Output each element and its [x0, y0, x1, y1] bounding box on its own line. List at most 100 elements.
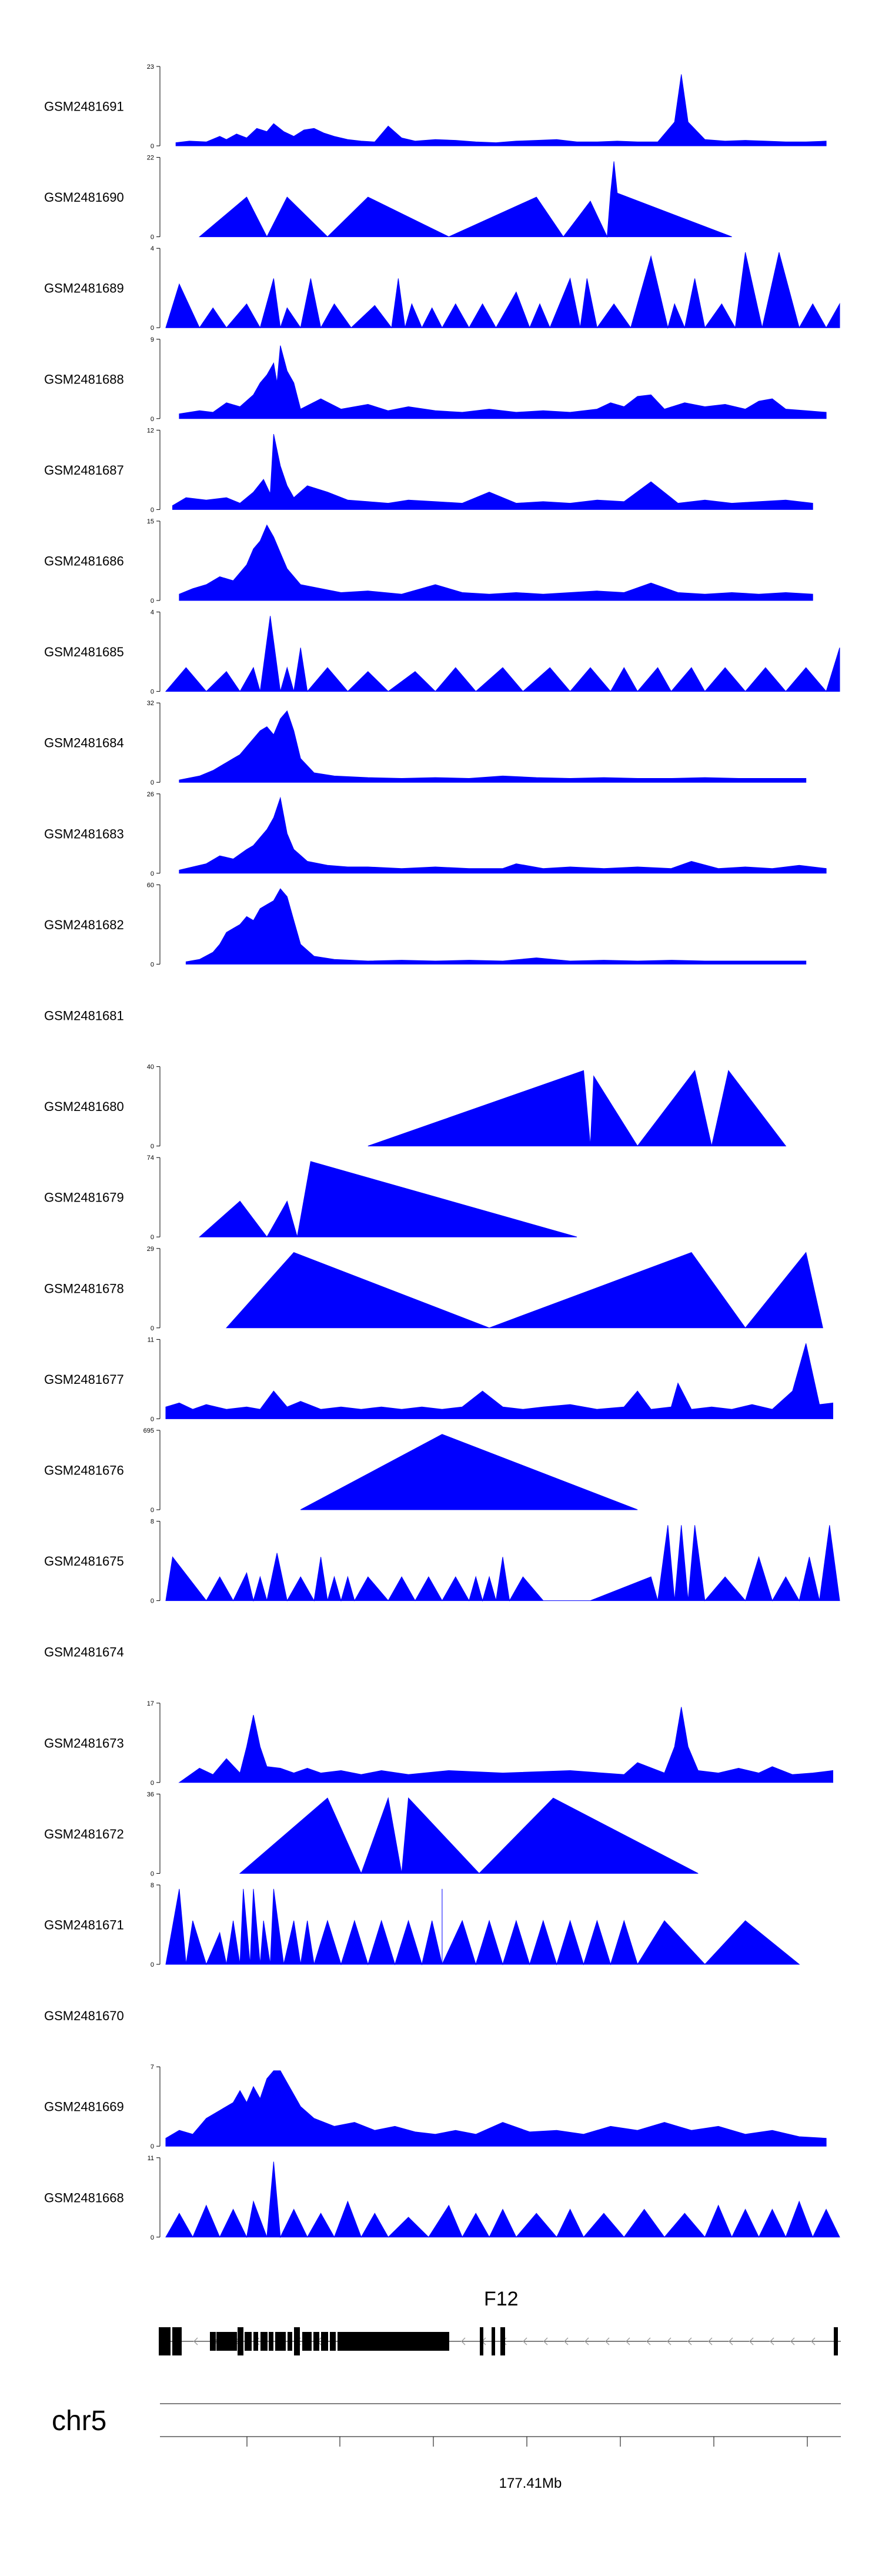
coverage-area	[165, 2161, 840, 2238]
y-tick-label-max: 15	[147, 518, 154, 525]
exon	[253, 2332, 258, 2351]
y-tick-label-min: 0	[151, 961, 154, 968]
chevron-left-icon	[523, 2337, 527, 2345]
exon	[245, 2332, 252, 2351]
y-tick-label-min: 0	[151, 234, 154, 241]
exon	[260, 2332, 268, 2351]
track-label: GSM2481678	[44, 1281, 124, 1296]
track-GSM2481683: GSM2481683 26 0	[44, 791, 827, 877]
exon	[275, 2332, 286, 2351]
coverage-area	[172, 433, 813, 510]
y-tick-label-max: 4	[151, 609, 154, 616]
coverage-area	[179, 345, 827, 419]
track-label: GSM2481681	[44, 1009, 124, 1023]
track-GSM2481688: GSM2481688 9 0	[44, 336, 827, 423]
track-label: GSM2481677	[44, 1372, 124, 1387]
y-tick-label-max: 8	[151, 1882, 154, 1889]
coverage-area	[179, 796, 827, 874]
y-tick-label-min: 0	[151, 1870, 154, 1877]
chevron-left-icon	[193, 2337, 198, 2345]
exon	[500, 2327, 505, 2355]
track-GSM2481680: GSM2481680 40 0	[44, 1064, 787, 1150]
chevron-left-icon	[790, 2337, 795, 2345]
y-tick-label-min: 0	[151, 1961, 154, 1968]
track-label: GSM2481679	[44, 1190, 124, 1205]
y-tick-label-max: 11	[148, 1336, 154, 1343]
track-GSM2481689: GSM2481689 4 0	[44, 245, 840, 332]
y-tick-label-min: 0	[151, 1325, 154, 1332]
coverage-area	[179, 524, 813, 601]
track-GSM2481686: GSM2481686 15 0	[44, 518, 813, 605]
track-GSM2481676: GSM2481676 695 0	[44, 1427, 638, 1514]
exon	[159, 2327, 171, 2355]
track-GSM2481672: GSM2481672 36 0	[44, 1791, 699, 1877]
y-tick-label-max: 32	[147, 700, 154, 707]
y-tick-label-min: 0	[151, 2143, 154, 2150]
exon	[294, 2327, 300, 2355]
track-label: GSM2481672	[44, 1827, 124, 1841]
exon	[313, 2332, 319, 2351]
track-label: GSM2481675	[44, 1554, 124, 1569]
chevron-left-icon	[749, 2337, 754, 2345]
coverage-area	[165, 252, 840, 329]
exon	[210, 2332, 216, 2351]
chevron-left-icon	[667, 2337, 671, 2345]
chevron-left-icon	[626, 2337, 630, 2345]
y-tick-label-max: 7	[151, 2064, 154, 2071]
y-tick-label-min: 0	[151, 2234, 154, 2241]
coverage-area	[225, 1252, 823, 1329]
track-label: GSM2481686	[44, 554, 124, 569]
chevron-left-icon	[543, 2337, 548, 2345]
track-label: GSM2481673	[44, 1736, 124, 1750]
coverage-area	[165, 1525, 840, 1602]
coverage-area	[185, 888, 807, 965]
y-tick-label-min: 0	[151, 1780, 154, 1787]
y-tick-label-max: 23	[147, 64, 154, 71]
track-GSM2481685: GSM2481685 4 0	[44, 609, 840, 696]
track-GSM2481681: GSM2481681	[44, 1009, 124, 1023]
track-GSM2481674: GSM2481674	[44, 1645, 124, 1660]
exon	[480, 2327, 483, 2355]
coverage-area	[179, 710, 807, 783]
track-label: GSM2481682	[44, 917, 124, 932]
track-GSM2481670: GSM2481670	[44, 2008, 124, 2023]
chromosome-label: chr5	[52, 2405, 106, 2437]
y-tick-label-min: 0	[151, 779, 154, 786]
chevron-left-icon	[564, 2337, 569, 2345]
genome-axis: chr5 177.41Mb	[52, 2403, 841, 2491]
track-GSM2481691: GSM2481691 23 0	[44, 64, 827, 150]
coverage-area	[175, 74, 827, 146]
chevron-left-icon	[461, 2337, 466, 2345]
coverage-area	[165, 1343, 833, 1419]
track-label: GSM2481683	[44, 826, 124, 841]
exon	[330, 2332, 336, 2351]
coverage-area	[178, 1707, 833, 1783]
exon	[302, 2332, 312, 2351]
exon	[834, 2327, 838, 2355]
exon	[321, 2332, 328, 2351]
y-tick-label-min: 0	[151, 689, 154, 696]
coverage-area	[239, 1797, 699, 1874]
exon	[288, 2332, 292, 2351]
coverage-area	[198, 161, 732, 238]
y-tick-label-min: 0	[151, 416, 154, 423]
y-tick-label-min: 0	[151, 1507, 154, 1514]
track-label: GSM2481680	[44, 1099, 124, 1114]
chevron-left-icon	[646, 2337, 651, 2345]
track-GSM2481669: GSM2481669 7 0	[44, 2064, 827, 2150]
track-label: GSM2481685	[44, 645, 124, 659]
track-GSM2481679: GSM2481679 74 0	[44, 1154, 577, 1241]
y-tick-label-min: 0	[151, 1143, 154, 1150]
coverage-tracks: GSM2481691230GSM2481690220GSM248168940GS…	[44, 64, 840, 2241]
track-GSM2481678: GSM2481678 29 0	[44, 1246, 823, 1332]
genome-ticks	[246, 2437, 808, 2447]
y-tick-label-max: 8	[151, 1519, 154, 1526]
track-label: GSM2481674	[44, 1645, 124, 1660]
y-tick-label-max: 695	[143, 1427, 154, 1434]
y-tick-label-min: 0	[151, 598, 154, 605]
chevron-left-icon	[584, 2337, 589, 2345]
gene-label: F12	[484, 2288, 519, 2310]
y-tick-label-min: 0	[151, 325, 154, 332]
genome-tick-label: 177.41Mb	[499, 2475, 562, 2491]
exon	[216, 2332, 221, 2351]
